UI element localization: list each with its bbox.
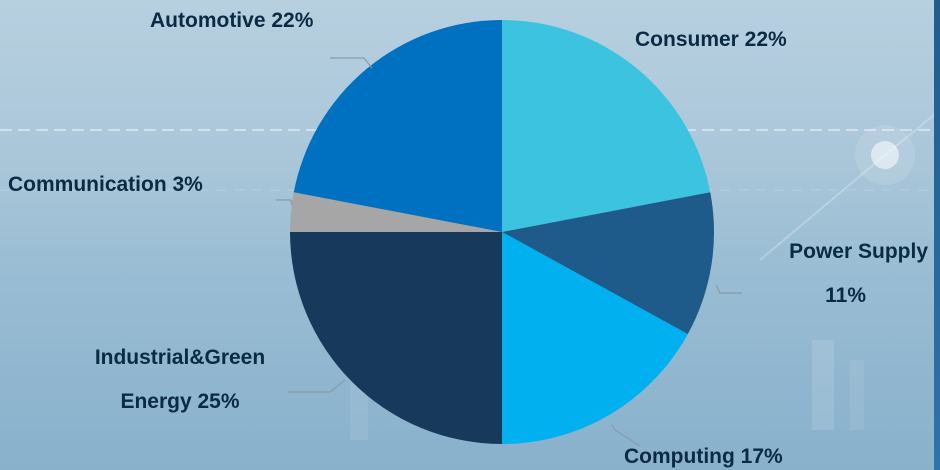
- pie-slice-industrial-green: [290, 232, 502, 444]
- label-power-supply-value: 11%: [825, 284, 866, 307]
- label-industrial: Industrial&Green: [95, 346, 265, 369]
- pie-slice-computing: [502, 232, 688, 444]
- pie-slice-consumer: [502, 20, 711, 232]
- label-computing: Computing 17%: [624, 445, 783, 468]
- label-industrial-value: Energy 25%: [120, 390, 239, 413]
- leader-line-computing: [611, 424, 641, 447]
- leader-line-communication: [276, 199, 293, 206]
- leader-line-automotive: [330, 57, 373, 69]
- leader-lines: [276, 57, 742, 447]
- pie-slice-automotive: [293, 20, 502, 232]
- label-consumer: Consumer 22%: [635, 28, 787, 51]
- label-power-supply: Power Supply: [789, 240, 928, 263]
- leader-line-industrial: [288, 379, 346, 393]
- label-automotive: Automotive 22%: [150, 9, 314, 32]
- leader-line-power-supply: [715, 284, 742, 294]
- pie-slice-power: [502, 192, 714, 335]
- label-communication: Communication 3%: [8, 173, 203, 196]
- slice-labels: Consumer 22% Power Supply 11% Computing …: [8, 9, 928, 468]
- pie-slices: [290, 20, 714, 444]
- right-edge-bar: [934, 0, 940, 470]
- pie-slice-communication: [290, 192, 502, 232]
